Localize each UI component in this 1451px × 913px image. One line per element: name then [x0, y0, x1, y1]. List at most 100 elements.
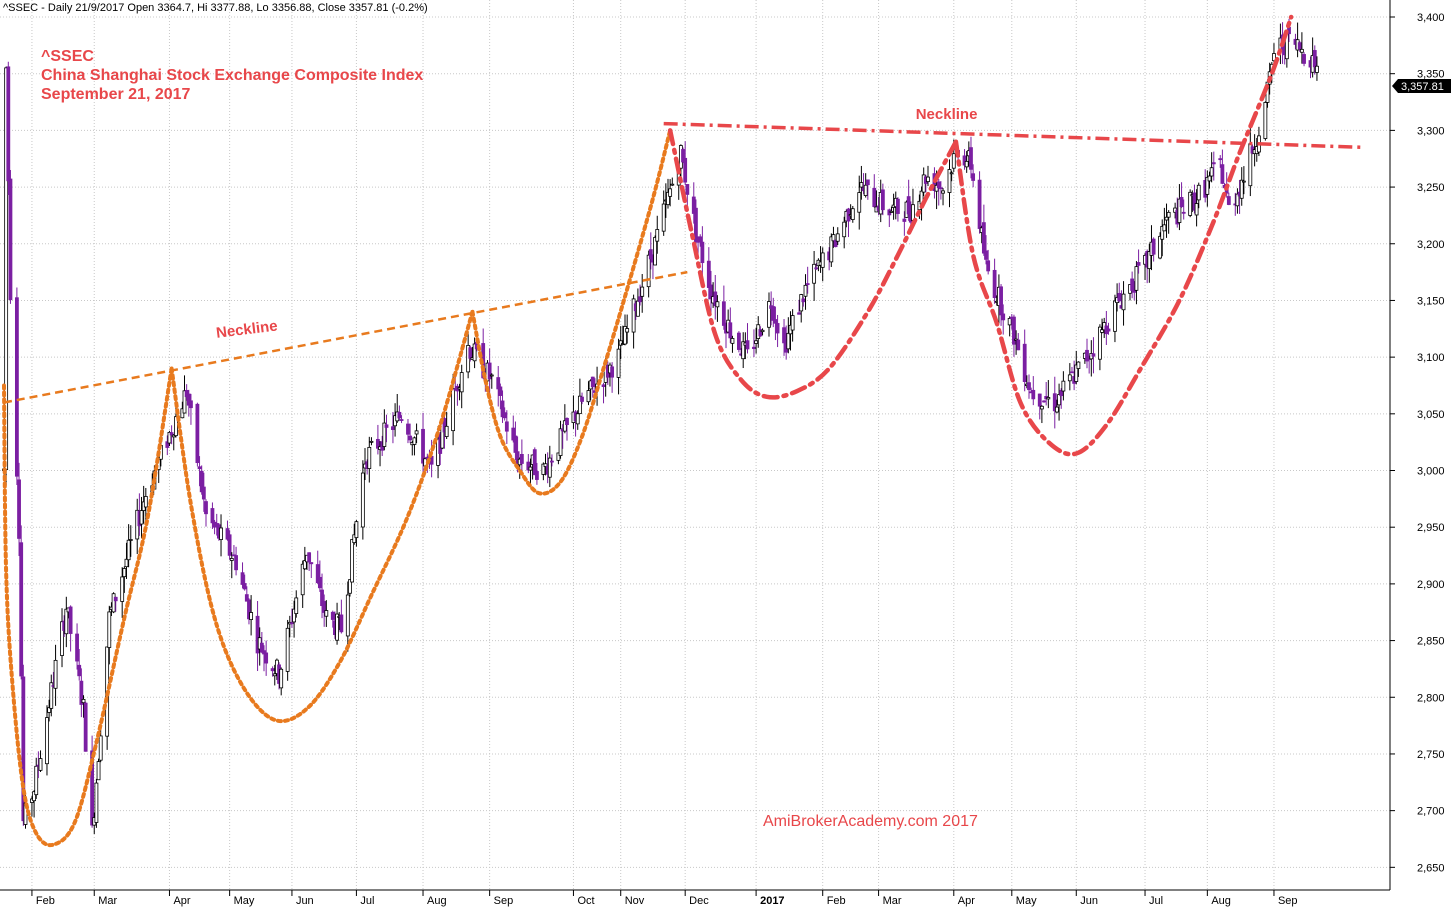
candle-body — [352, 534, 357, 543]
candle-body — [1220, 164, 1225, 184]
candle-body — [498, 386, 503, 396]
candle-body — [941, 190, 945, 194]
candle-body — [317, 576, 322, 589]
candle-body — [290, 622, 294, 625]
candle-body — [782, 327, 786, 344]
candle-body — [496, 377, 501, 390]
candle-body — [831, 234, 836, 242]
candle-body — [797, 312, 801, 315]
candle-body — [64, 608, 69, 635]
candle-body — [745, 340, 750, 350]
candle-body — [1194, 203, 1199, 216]
candle-body — [32, 791, 36, 802]
candle-body — [360, 472, 365, 528]
candle-body — [375, 438, 380, 449]
axes — [0, 0, 1391, 891]
candle-body — [1136, 262, 1141, 266]
candle-body — [302, 560, 307, 570]
candle-body — [1016, 339, 1021, 351]
candle-body — [760, 329, 765, 333]
candle-body — [803, 284, 808, 297]
candle-body — [184, 390, 189, 398]
candle-body — [17, 479, 21, 539]
candle-body — [625, 328, 630, 333]
candle-body — [938, 187, 943, 190]
candle-body — [292, 608, 296, 623]
pattern-overlays: Neckline Neckline — [2, 14, 1365, 848]
candle-body — [949, 172, 954, 175]
candle-body — [577, 395, 582, 415]
candle-body — [201, 486, 206, 500]
last-price-box — [1392, 79, 1451, 93]
candle-body — [444, 425, 449, 437]
candle-body — [550, 460, 554, 463]
candle-body — [1052, 393, 1057, 412]
candle-body — [685, 184, 690, 195]
candle-body — [1205, 176, 1210, 195]
candle-body — [49, 682, 54, 709]
candle-body — [199, 470, 204, 493]
candle-body — [1209, 167, 1214, 177]
red-neckline — [663, 121, 1365, 150]
candle-body — [124, 558, 129, 568]
candle-body — [182, 390, 187, 414]
y-tick-label: 2,900 — [1417, 579, 1445, 591]
candle-body — [646, 254, 651, 288]
chart-header: ^SSEC - Daily 21/9/2017 Open 3364.7, Hi … — [3, 2, 428, 14]
candle-body — [262, 650, 266, 655]
orange-cup-curve — [169, 309, 475, 724]
candle-body — [1188, 191, 1193, 216]
watermark: AmiBrokerAcademy.com 2017 — [763, 813, 978, 830]
candle-body — [951, 153, 956, 169]
candle-body — [399, 419, 404, 421]
candle-body — [1160, 225, 1165, 240]
candle-body — [128, 539, 133, 541]
candle-body — [320, 589, 324, 607]
candle-body — [580, 396, 584, 402]
x-tick-label: Nov — [625, 895, 645, 907]
candle-body — [1130, 278, 1135, 291]
candle-body — [195, 403, 200, 464]
candle-body — [737, 332, 741, 350]
orange-neckline-label: Neckline — [215, 317, 278, 341]
candle-body — [535, 471, 539, 480]
candle-body — [1059, 389, 1064, 397]
candle-body — [801, 298, 806, 303]
candle-body — [880, 189, 885, 211]
candle-body — [616, 348, 621, 378]
candle-body — [19, 542, 24, 677]
candle-body — [1042, 400, 1046, 403]
candle-body — [590, 376, 595, 388]
candle-body — [947, 169, 952, 193]
candle-body — [126, 539, 131, 561]
candle-body — [700, 241, 705, 264]
title-symbol: ^SSEC — [41, 48, 94, 65]
candle-body — [391, 426, 395, 430]
candle-body — [713, 291, 718, 307]
candle-body — [247, 599, 251, 620]
candle-body — [264, 652, 269, 664]
candle-body — [541, 463, 546, 475]
candle-body — [81, 698, 86, 704]
candle-body — [98, 735, 103, 761]
x-tick-label: Feb — [827, 895, 846, 907]
candle-body — [638, 296, 642, 303]
y-tick-label: 3,400 — [1417, 12, 1445, 24]
candle-body — [111, 593, 116, 613]
candle-body — [556, 452, 561, 461]
candle-body — [715, 301, 720, 308]
candle-body — [255, 615, 260, 654]
x-tick-label: Aug — [1211, 895, 1231, 907]
candle-body — [1061, 380, 1066, 392]
last-price-tag: 3,357.81 — [1392, 79, 1451, 93]
candle-body — [234, 555, 238, 571]
candle-body — [872, 187, 877, 208]
x-tick-label: Jul — [360, 895, 374, 907]
candles — [2, 18, 1319, 834]
candle-body — [1001, 313, 1006, 321]
y-tick-label: 3,200 — [1417, 239, 1445, 251]
candle-body — [367, 446, 372, 469]
candle-body — [981, 222, 986, 254]
candle-body — [1091, 353, 1096, 357]
